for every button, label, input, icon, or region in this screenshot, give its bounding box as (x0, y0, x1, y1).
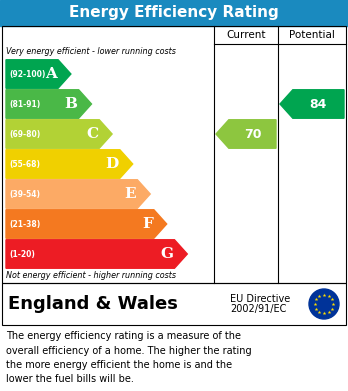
Polygon shape (6, 180, 150, 208)
Text: F: F (142, 217, 153, 231)
Text: lower the fuel bills will be.: lower the fuel bills will be. (6, 375, 134, 384)
Text: C: C (86, 127, 98, 141)
Text: D: D (105, 157, 119, 171)
Text: the more energy efficient the home is and the: the more energy efficient the home is an… (6, 360, 232, 370)
Text: B: B (65, 97, 78, 111)
Text: The energy efficiency rating is a measure of the: The energy efficiency rating is a measur… (6, 331, 241, 341)
Text: 84: 84 (310, 97, 327, 111)
Text: Current: Current (226, 30, 266, 40)
Polygon shape (216, 120, 276, 148)
Polygon shape (6, 150, 133, 178)
Text: G: G (160, 247, 173, 261)
Text: 70: 70 (244, 127, 261, 140)
Text: E: E (125, 187, 136, 201)
Circle shape (309, 289, 339, 319)
Text: (21-38): (21-38) (9, 219, 40, 228)
Polygon shape (6, 210, 167, 238)
Text: (39-54): (39-54) (9, 190, 40, 199)
Text: (81-91): (81-91) (9, 99, 40, 108)
Polygon shape (6, 90, 92, 118)
Text: A: A (45, 67, 57, 81)
Text: (92-100): (92-100) (9, 70, 45, 79)
Text: Potential: Potential (289, 30, 335, 40)
Bar (2, 283, 346, 325)
Text: (1-20): (1-20) (9, 249, 35, 258)
Polygon shape (6, 120, 112, 148)
Bar (0, 0, 348, 26)
Text: overall efficiency of a home. The higher the rating: overall efficiency of a home. The higher… (6, 346, 252, 355)
Text: Energy Efficiency Rating: Energy Efficiency Rating (69, 5, 279, 20)
Bar (2, 26, 346, 283)
Text: (69-80): (69-80) (9, 129, 40, 138)
Text: (55-68): (55-68) (9, 160, 40, 169)
Text: England & Wales: England & Wales (8, 295, 178, 313)
Polygon shape (6, 240, 187, 268)
Text: Not energy efficient - higher running costs: Not energy efficient - higher running co… (6, 271, 176, 280)
Text: EU Directive: EU Directive (230, 294, 290, 304)
Text: Very energy efficient - lower running costs: Very energy efficient - lower running co… (6, 47, 176, 57)
Polygon shape (6, 60, 71, 88)
Text: 2002/91/EC: 2002/91/EC (230, 304, 286, 314)
Polygon shape (280, 90, 344, 118)
